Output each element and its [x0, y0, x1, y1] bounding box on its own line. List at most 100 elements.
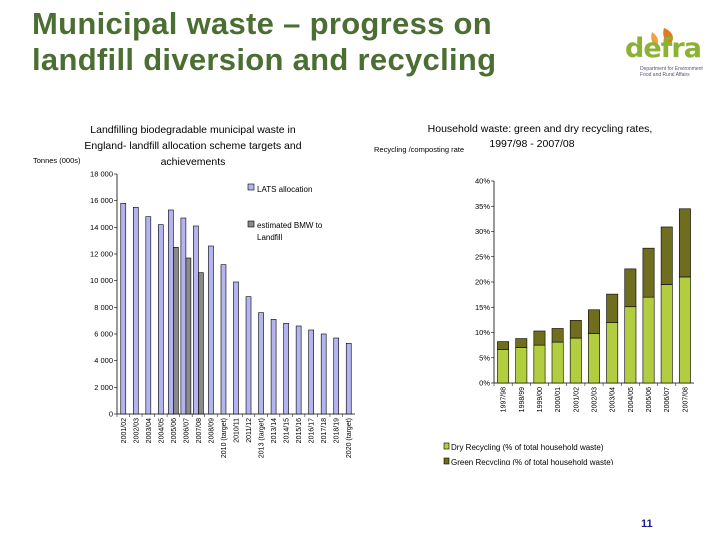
- x-tick-label: 2006/07: [664, 387, 671, 412]
- bar-dry-recycling: [624, 306, 637, 384]
- bar-lats-allocation: [258, 312, 264, 415]
- bar-lats-allocation: [120, 203, 127, 415]
- x-tick-label: 2014/15: [284, 418, 291, 443]
- x-tick-label: 2013/14: [271, 418, 278, 443]
- x-tick-label: 2002/03: [592, 387, 599, 412]
- x-tick-label: 2017/18: [321, 418, 328, 443]
- legend-label-dry: Dry Recycling (% of total household wast…: [451, 443, 604, 452]
- x-tick-label: 1998/99: [519, 387, 526, 412]
- x-tick-label: 2010 (target): [221, 418, 228, 458]
- x-tick-label: 2015/16: [296, 418, 303, 443]
- bar-lats-allocation: [233, 281, 239, 415]
- bar-lats-allocation: [308, 329, 314, 415]
- y-axis-label: Recycling /composting rate: [374, 145, 464, 154]
- x-tick-label: 2007/08: [682, 387, 689, 412]
- x-tick-label: 1997/98: [501, 387, 508, 412]
- bar-lats-allocation: [333, 337, 340, 415]
- bar-dry-recycling: [533, 344, 546, 384]
- x-tick-label: 2001/02: [573, 387, 580, 412]
- legend-label-green: Green Recycling (% of total household wa…: [451, 458, 614, 465]
- y-tick-label: 4 000: [94, 356, 113, 365]
- defra-leaf-icon: [651, 28, 673, 48]
- x-tick-label: 2003/04: [610, 387, 617, 412]
- chart-title-line: achievements: [161, 156, 226, 168]
- y-tick-label: 35%: [475, 202, 490, 211]
- bar-lats-allocation: [220, 264, 227, 415]
- bar-green-recycling: [624, 268, 637, 308]
- x-tick-label: 2006/07: [183, 418, 190, 443]
- y-tick-label: 10 000: [90, 276, 113, 285]
- page-number: 11: [641, 518, 653, 530]
- bar-lats-allocation: [193, 225, 199, 415]
- x-tick-label: 2008/09: [208, 418, 215, 443]
- y-tick-label: 12 000: [90, 250, 113, 259]
- bar-estimated-bmw: [173, 247, 179, 415]
- legend-swatch-lats: [247, 183, 255, 191]
- bar-green-recycling: [533, 330, 546, 346]
- legend-swatch-bmw: [247, 220, 255, 228]
- x-tick-label: 2005/06: [646, 387, 653, 412]
- x-tick-label: 2010/11: [234, 418, 241, 443]
- y-tick-label: 2 000: [94, 383, 113, 392]
- bar-green-recycling: [569, 320, 582, 339]
- legend-label-lats: LATS allocation: [257, 185, 312, 194]
- chart-title-line: England- landfill allocation scheme targ…: [84, 140, 301, 152]
- x-tick-label: 2004/05: [158, 418, 165, 443]
- y-tick-label: 40%: [475, 177, 490, 186]
- bar-green-recycling: [497, 341, 510, 350]
- y-tick-label: 10%: [475, 328, 490, 337]
- x-tick-label: 2007/08: [196, 418, 203, 443]
- bar-green-recycling: [660, 226, 673, 285]
- defra-logo: defra: [625, 33, 702, 64]
- bar-lats-allocation: [180, 217, 187, 415]
- bar-dry-recycling: [569, 337, 582, 384]
- bar-lats-allocation: [158, 224, 164, 415]
- y-tick-label: 0%: [479, 379, 490, 388]
- bar-dry-recycling: [606, 322, 619, 384]
- bar-lats-allocation: [245, 296, 252, 415]
- x-tick-label: 1999/00: [537, 387, 544, 412]
- bar-lats-allocation: [168, 209, 174, 415]
- y-axis-label: Tonnes (000s): [33, 156, 81, 165]
- bar-green-recycling: [551, 328, 564, 343]
- bar-dry-recycling: [642, 296, 655, 384]
- x-tick-label: 2016/17: [309, 418, 316, 443]
- bar-dry-recycling: [515, 347, 528, 384]
- chart-title-line: 1997/98 - 2007/08: [489, 138, 574, 150]
- bar-dry-recycling: [551, 341, 564, 384]
- chart-title-line: Landfilling biodegradable municipal wast…: [90, 124, 296, 136]
- bar-dry-recycling: [588, 333, 600, 384]
- x-tick-label: 2018/19: [334, 418, 341, 443]
- x-tick-label: 2002/03: [133, 418, 140, 443]
- chart-title-line: Household waste: green and dry recycling…: [428, 123, 653, 135]
- logo-tagline-line: Food and Rural Affairs: [640, 72, 690, 78]
- bar-green-recycling: [606, 293, 619, 323]
- x-tick-label: 2001/02: [121, 418, 128, 443]
- x-tick-label: 2004/05: [628, 387, 635, 412]
- x-tick-label: 2000/01: [555, 387, 562, 412]
- y-tick-label: 6 000: [94, 330, 113, 339]
- bar-lats-allocation: [320, 333, 327, 415]
- y-tick-label: 20%: [475, 278, 490, 287]
- bar-green-recycling: [515, 338, 528, 348]
- y-tick-label: 18 000: [90, 170, 113, 179]
- x-tick-label: 2003/04: [146, 418, 153, 443]
- x-tick-label: 2013 (target): [259, 418, 266, 458]
- x-tick-label: 2011/12: [246, 418, 253, 443]
- y-tick-label: 15%: [475, 303, 490, 312]
- bar-estimated-bmw: [185, 257, 192, 415]
- bar-lats-allocation: [270, 319, 277, 415]
- y-tick-label: 25%: [475, 252, 490, 261]
- bar-lats-allocation: [345, 343, 352, 415]
- bar-lats-allocation: [283, 323, 289, 415]
- page-title: Municipal waste – progress on landfill d…: [32, 6, 497, 77]
- bar-dry-recycling: [678, 276, 691, 384]
- bar-lats-allocation: [208, 245, 214, 415]
- legend-swatch-green: [443, 457, 450, 465]
- x-tick-label: 2020 (target): [346, 418, 353, 458]
- y-tick-label: 14 000: [90, 223, 113, 232]
- y-tick-label: 30%: [475, 227, 490, 236]
- legend-label-bmw: Landfill: [257, 233, 283, 242]
- legend-swatch-dry: [443, 442, 450, 450]
- logo-tagline-line: Department for Environment: [640, 66, 703, 72]
